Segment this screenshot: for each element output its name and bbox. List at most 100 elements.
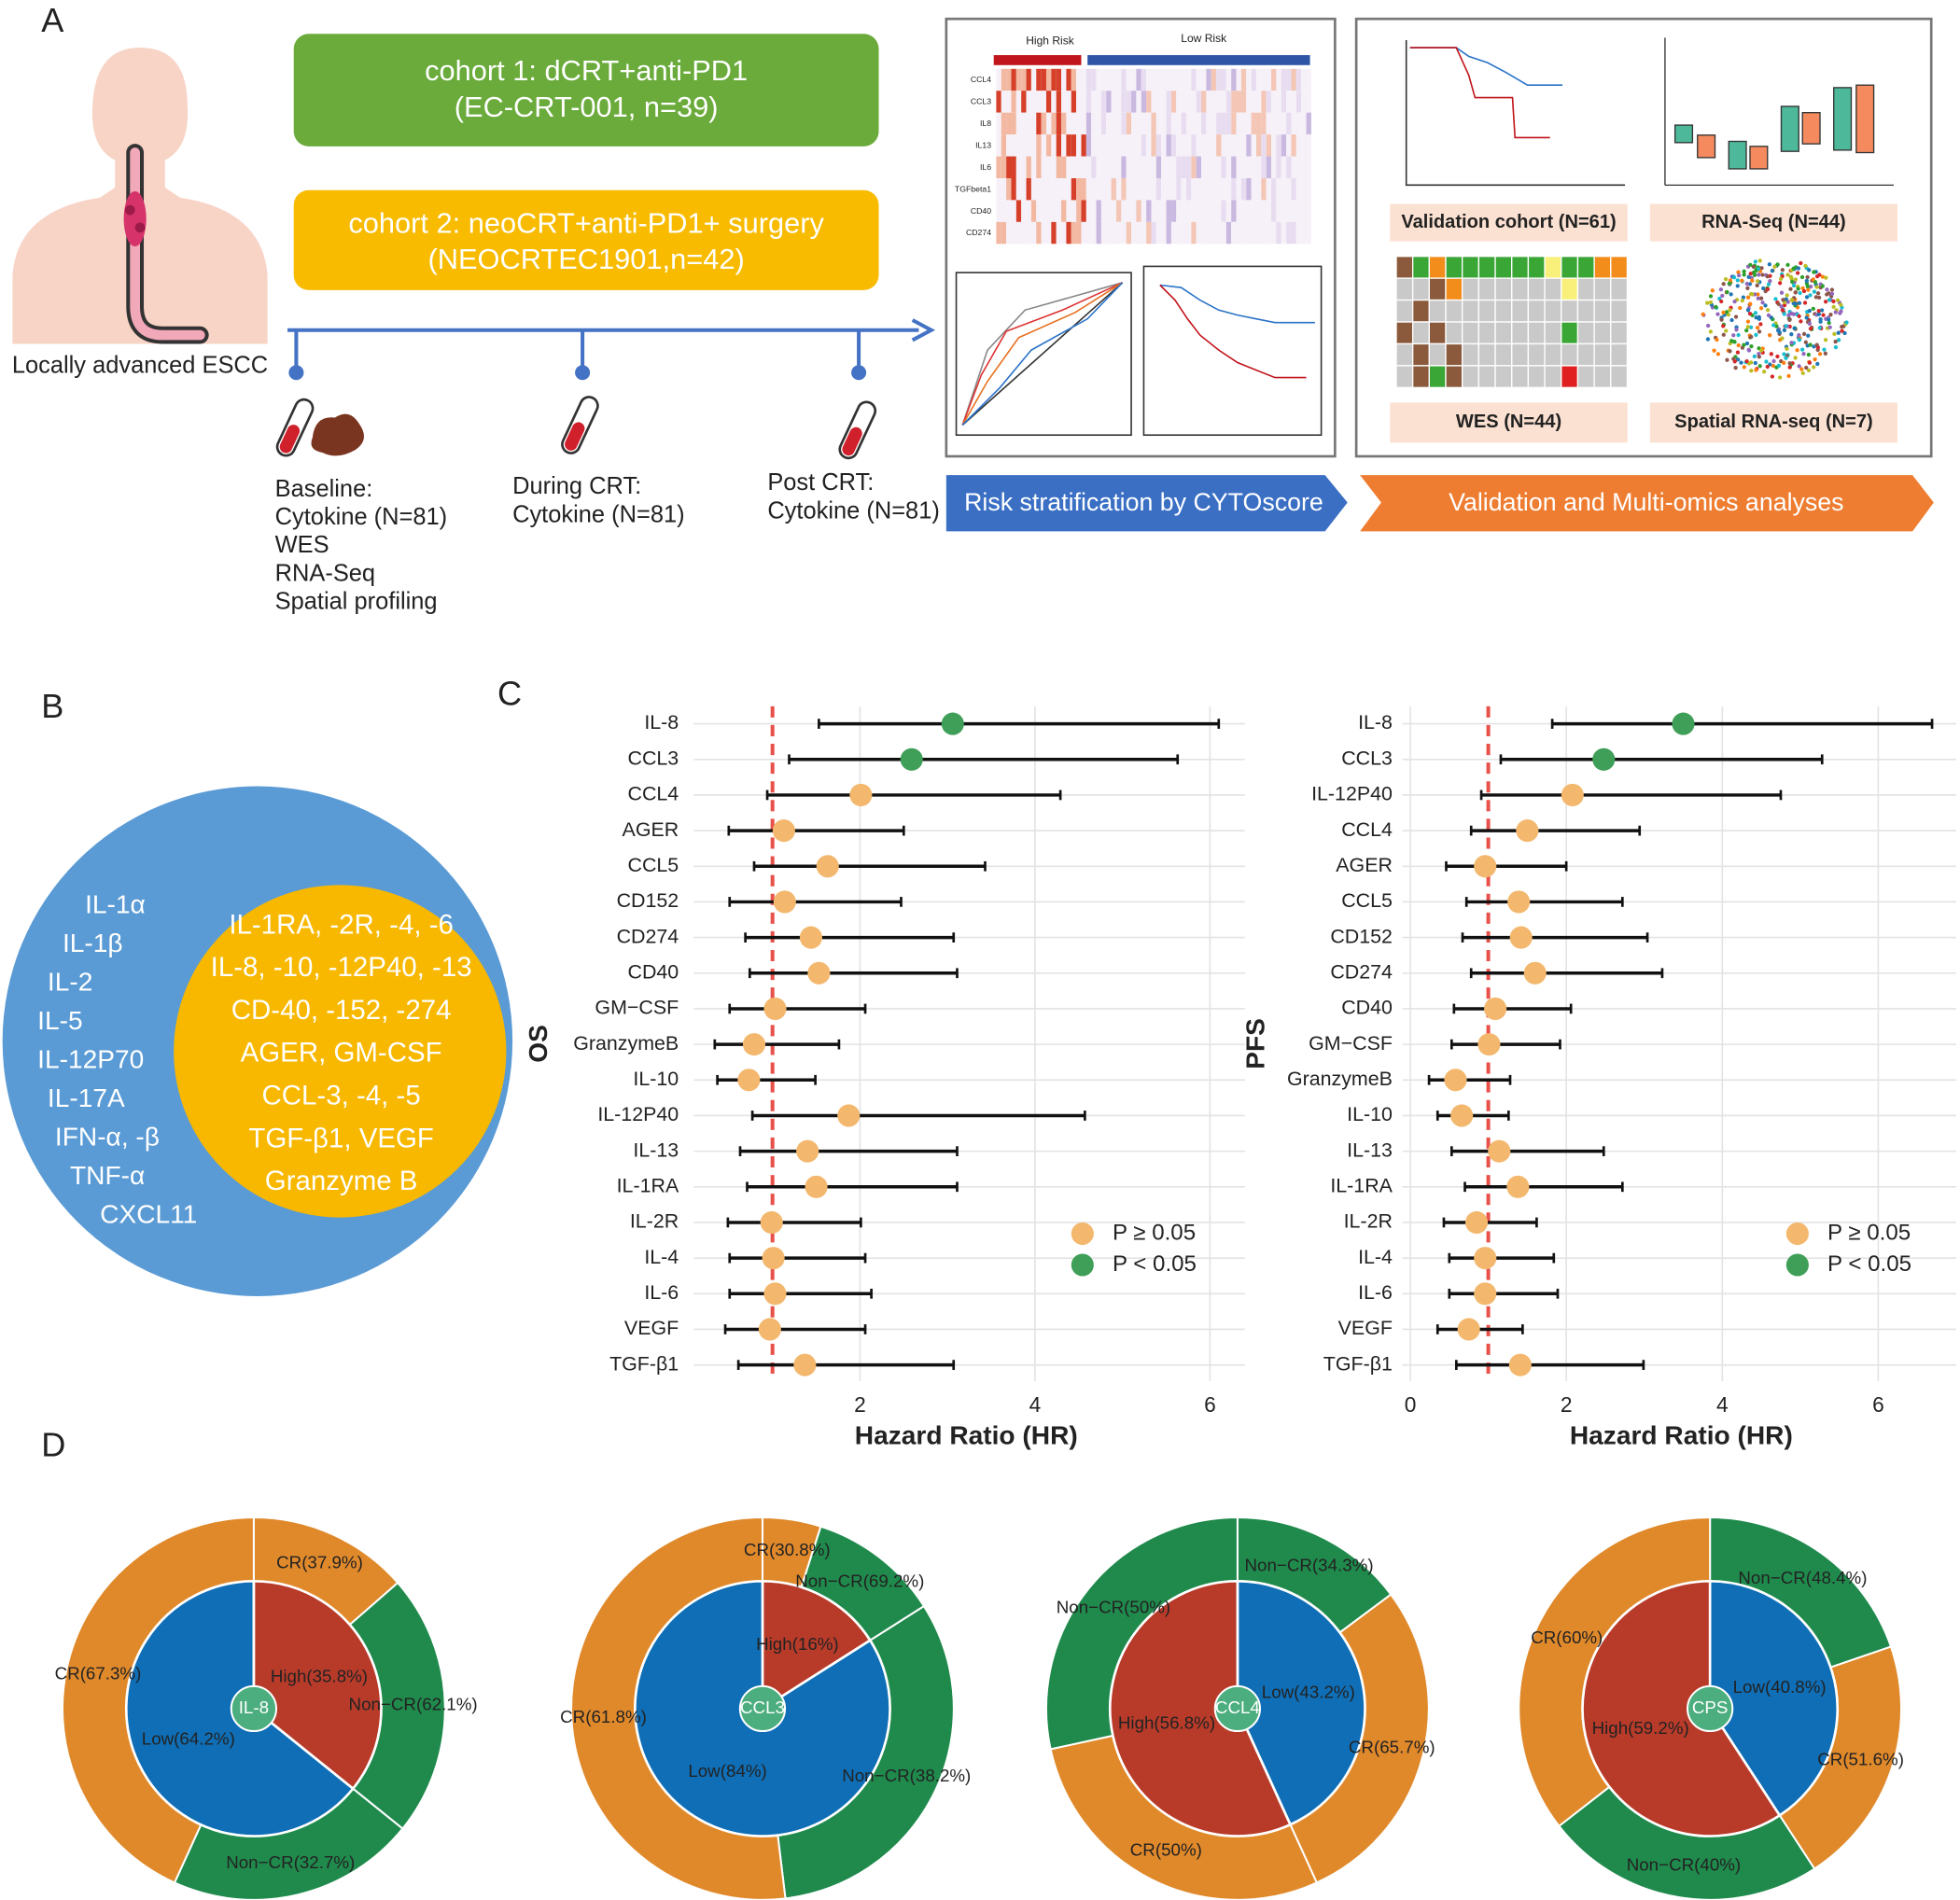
- heatmap-cell: [1096, 134, 1101, 157]
- heatmap-cell: [1206, 200, 1211, 222]
- heatmap-cell: [1221, 112, 1226, 135]
- spatial-spot: [1772, 264, 1777, 269]
- wes-cell: [1593, 299, 1612, 323]
- spatial-spot: [1757, 355, 1761, 359]
- heatmap-cell: [1091, 177, 1097, 201]
- heatmap-cell: [1206, 68, 1211, 91]
- y-tick-label: AGER: [623, 818, 679, 841]
- y-tick-label: CD40: [1341, 997, 1393, 1019]
- y-axis-title: OS: [524, 1025, 553, 1063]
- heatmap-row-label: CCL4: [971, 75, 991, 84]
- heatmap-cell: [1271, 156, 1277, 178]
- heatmap-cell: [1066, 177, 1071, 201]
- venn-outer-item: IL-12P70: [37, 1045, 144, 1074]
- spatial-spot: [1769, 352, 1773, 356]
- heatmap-cell: [1051, 68, 1057, 91]
- timepoint-text: RNA-Seq: [275, 560, 375, 586]
- wes-cell: [1527, 277, 1546, 301]
- heatmap-cell: [1136, 177, 1141, 201]
- heatmap-cell: [1246, 200, 1252, 222]
- spatial-spot: [1835, 298, 1841, 302]
- timepoint-text: Post CRT:: [767, 469, 874, 496]
- wes-cell: [1494, 277, 1513, 301]
- heatmap-cell: [1011, 112, 1016, 135]
- heatmap-cell: [1041, 221, 1046, 244]
- heatmap-cell: [1170, 156, 1177, 178]
- spatial-spot: [1799, 347, 1805, 352]
- spatial-spot: [1801, 331, 1807, 337]
- wes-cell: [1610, 277, 1629, 301]
- x-tick-label: 6: [1204, 1392, 1216, 1417]
- wes-cell: [1411, 342, 1431, 367]
- heatmap-cell: [1030, 68, 1037, 91]
- heatmap-cell: [1036, 200, 1042, 222]
- heatmap-cell: [1211, 112, 1217, 135]
- spatial-spot: [1787, 317, 1792, 322]
- y-tick-label: VEGF: [624, 1317, 679, 1339]
- heatmap-cell: [1146, 177, 1152, 201]
- heatmap-row-label: CD274: [966, 228, 991, 237]
- venn-inner-item: IL-8, -10, -12P40, -13: [211, 952, 472, 983]
- center-label: CPS: [1692, 1697, 1729, 1717]
- heatmap-cell: [1045, 112, 1052, 135]
- heatmap-cell: [1295, 91, 1302, 113]
- heatmap-cell: [1051, 91, 1057, 113]
- heatmap-cell: [1185, 68, 1192, 91]
- spatial-spot: [1746, 274, 1751, 280]
- heatmap-cell: [1066, 156, 1071, 178]
- legend-swatch: [1785, 1253, 1809, 1277]
- wes-cell: [1593, 342, 1612, 367]
- spatial-spot: [1832, 331, 1837, 336]
- spatial-spot: [1839, 302, 1843, 307]
- heatmap-cell: [1286, 91, 1292, 113]
- segment-label: Low(40.8%): [1733, 1677, 1827, 1697]
- spatial-spot: [1784, 297, 1788, 301]
- center-badge: [1687, 1684, 1734, 1733]
- hazard-ratio-point: [772, 819, 795, 843]
- heatmap-cell: [1301, 200, 1307, 222]
- heatmap-cell: [1141, 177, 1147, 201]
- heatmap-cell: [1161, 200, 1167, 222]
- heatmap-cell: [1301, 91, 1307, 113]
- heatmap-cell: [1276, 91, 1281, 113]
- heatmap-cell: [1301, 177, 1307, 201]
- hazard-ratio-point: [816, 855, 839, 878]
- heatmap-cell: [1240, 134, 1247, 157]
- heatmap-cell: [1085, 112, 1092, 135]
- heatmap-cell: [1136, 68, 1141, 91]
- spatial-spot: [1780, 308, 1785, 313]
- venn-outer-item: IL-1β: [63, 929, 123, 957]
- patient-illustration: [12, 48, 268, 344]
- wes-cell: [1511, 299, 1530, 323]
- venn-inner-item: Granzyme B: [265, 1166, 418, 1196]
- heatmap-cell: [1266, 221, 1272, 244]
- heatmap-cell: [1131, 177, 1137, 201]
- spatial-spot: [1814, 342, 1819, 347]
- heatmap-cell: [1076, 177, 1082, 201]
- heatmap-cell: [1191, 112, 1197, 135]
- hazard-ratio-point: [941, 712, 964, 735]
- heatmap-cell: [1191, 221, 1197, 244]
- heatmap-cell: [1301, 68, 1307, 91]
- heatmap-cell: [1225, 134, 1232, 157]
- heatmap-cell: [1081, 156, 1086, 178]
- wes-cell: [1395, 321, 1414, 345]
- wes-cell: [1445, 256, 1463, 279]
- wes-cell: [1610, 321, 1629, 345]
- heatmap-cell: [1131, 68, 1137, 91]
- heatmap-cell: [1261, 91, 1267, 113]
- spatial-spot: [1712, 348, 1716, 353]
- spatial-spot: [1782, 312, 1786, 316]
- heatmap-cell: [1121, 200, 1127, 222]
- heatmap-cell: [1301, 112, 1307, 135]
- spatial-spot: [1803, 340, 1808, 344]
- spatial-spot: [1701, 312, 1705, 316]
- heatmap-cell: [1176, 156, 1182, 178]
- heatmap-cell: [1170, 221, 1177, 244]
- venn-outer-item: TNF-α: [70, 1161, 145, 1190]
- spatial-spot: [1705, 337, 1711, 342]
- spatial-spot: [1776, 301, 1781, 307]
- heatmap-cell: [1196, 112, 1202, 135]
- spatial-spot: [1840, 328, 1844, 333]
- spatial-spot: [1801, 288, 1807, 294]
